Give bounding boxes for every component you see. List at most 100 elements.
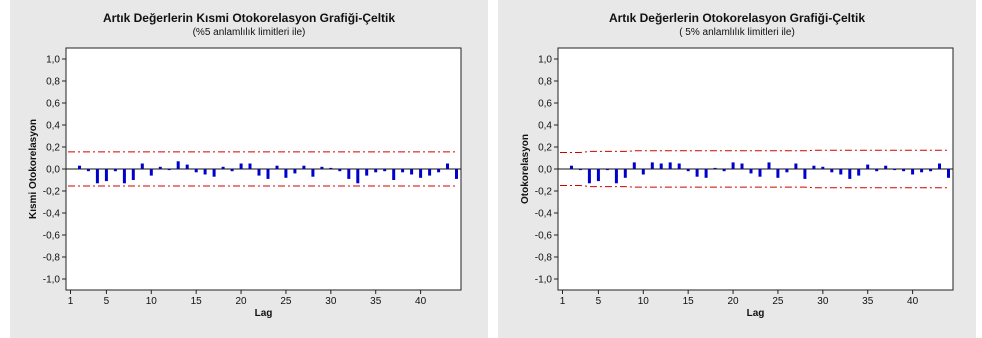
correlation-bar	[794, 163, 798, 169]
correlation-bar	[632, 162, 636, 169]
correlation-bar	[311, 169, 315, 177]
correlation-bar	[401, 169, 405, 173]
correlation-bar	[140, 163, 144, 169]
x-tick-label: 15	[683, 296, 695, 307]
correlation-bar	[203, 169, 207, 175]
correlation-bar	[857, 169, 861, 176]
correlation-bar	[302, 165, 306, 169]
correlation-bar	[320, 166, 324, 169]
correlation-bar	[392, 169, 396, 180]
y-tick-label: -0,4	[43, 209, 61, 220]
correlation-bar	[686, 169, 690, 172]
correlation-bar	[347, 169, 351, 179]
correlation-bar	[758, 169, 762, 177]
correlation-bar	[938, 163, 941, 169]
correlation-bar	[650, 162, 654, 169]
correlation-bar	[356, 169, 360, 184]
correlation-bar	[230, 169, 234, 172]
correlation-bar	[830, 169, 834, 173]
x-tick-label: 25	[280, 296, 292, 307]
correlation-bar	[641, 169, 645, 175]
correlation-bar	[659, 163, 663, 169]
correlation-bar	[455, 169, 458, 179]
lower-significance-limit	[560, 185, 949, 189]
correlation-bar	[713, 167, 717, 169]
x-tick-label: 35	[370, 296, 382, 307]
x-tick-label: 30	[817, 296, 829, 307]
y-tick-label: 0,2	[538, 143, 552, 154]
y-axis-label: Otokorelasyon	[520, 134, 531, 204]
upper-significance-limit	[560, 149, 949, 153]
correlation-bar	[704, 169, 708, 178]
correlation-bar	[740, 163, 744, 169]
x-tick-label: 30	[325, 296, 337, 307]
correlation-bar	[410, 169, 414, 175]
correlation-bar	[95, 169, 99, 184]
correlation-bar	[668, 162, 672, 169]
correlation-bar	[365, 169, 369, 176]
correlation-bar	[587, 169, 591, 184]
correlation-bar	[731, 162, 735, 169]
correlation-bar	[570, 165, 573, 169]
correlation-bar	[911, 169, 915, 175]
correlation-bar	[848, 169, 852, 179]
y-tick-label: -0,4	[535, 209, 553, 220]
chart-subtitle: ( 5% anlamlılık limitleri ile)	[679, 27, 795, 38]
correlation-bar	[947, 169, 950, 178]
x-tick-label: 20	[235, 296, 247, 307]
chart-subtitle: (%5 anlamlılık limitleri ile)	[193, 27, 306, 38]
acf-chart-panel: Artık Değerlerin Otokorelasyon Grafiği-Ç…	[498, 0, 976, 338]
correlation-bar	[776, 169, 780, 178]
y-tick-label: 0,6	[538, 99, 552, 110]
x-tick-label: 5	[596, 296, 602, 307]
x-tick-label: 25	[772, 296, 784, 307]
y-tick-label: 0,8	[46, 77, 60, 88]
correlation-bar	[248, 163, 252, 169]
correlation-bar	[437, 169, 441, 173]
correlation-bar	[428, 169, 432, 176]
y-tick-label: -0,6	[535, 231, 553, 242]
correlation-bar	[614, 169, 618, 184]
correlation-bar	[158, 166, 162, 169]
y-tick-label: -0,8	[43, 253, 61, 264]
chart-title: Artık Değerlerin Otokorelasyon Grafiği-Ç…	[609, 11, 865, 25]
x-tick-label: 5	[104, 296, 110, 307]
y-tick-label: 0,4	[538, 121, 552, 132]
correlation-bar	[884, 165, 888, 169]
x-tick-label: 10	[146, 296, 158, 307]
correlation-bar	[239, 163, 243, 169]
x-tick-label: 1	[560, 296, 566, 307]
y-tick-label: -0,6	[43, 231, 61, 242]
correlation-bar	[284, 169, 288, 178]
y-tick-label: 0,0	[46, 165, 60, 176]
correlation-bar	[767, 162, 771, 169]
x-tick-label: 20	[727, 296, 739, 307]
correlation-bar	[677, 163, 681, 169]
y-tick-label: -1,0	[535, 275, 553, 286]
correlation-bar	[749, 169, 753, 174]
pacf-chart: Artık Değerlerin Kısmi Otokorelasyon Gra…	[28, 11, 462, 319]
correlation-bar	[722, 169, 726, 172]
correlation-bar	[167, 169, 171, 171]
y-tick-label: -0,8	[535, 253, 553, 264]
y-tick-label: 0,4	[46, 121, 60, 132]
x-tick-label: 1	[68, 296, 74, 307]
correlation-bar	[149, 169, 153, 176]
y-tick-label: 0,2	[46, 143, 60, 154]
x-tick-label: 15	[191, 296, 203, 307]
correlation-bar	[596, 169, 600, 182]
acf-chart: Artık Değerlerin Otokorelasyon Grafiği-Ç…	[520, 11, 954, 319]
x-tick-label: 35	[862, 296, 874, 307]
y-tick-label: 0,6	[46, 99, 60, 110]
correlation-bar	[176, 161, 180, 169]
x-tick-label: 40	[907, 296, 919, 307]
correlation-bar	[902, 169, 906, 172]
correlation-bar	[374, 169, 378, 173]
y-tick-label: -0,2	[535, 187, 553, 198]
correlation-bar	[695, 169, 699, 177]
correlation-bar	[839, 169, 843, 175]
correlation-bar	[113, 169, 117, 172]
correlation-bar	[578, 169, 582, 171]
correlation-bar	[803, 169, 807, 179]
correlation-bar	[78, 165, 81, 169]
